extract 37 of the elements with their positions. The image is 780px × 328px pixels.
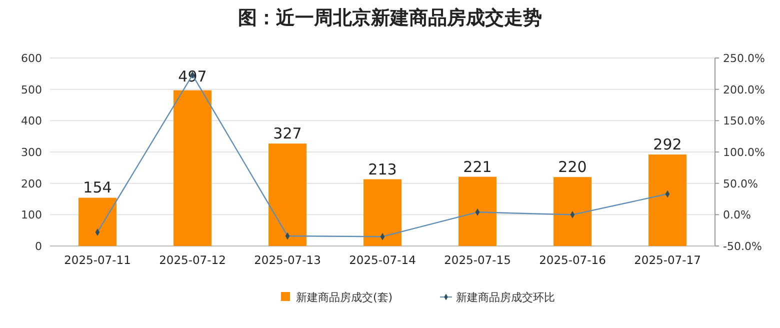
- bar: [648, 154, 686, 246]
- legend-label: 新建商品房成交环比: [456, 291, 555, 304]
- x-tick-label: 2025-07-17: [634, 253, 701, 267]
- data-label: 221: [463, 158, 492, 176]
- y-tick-label: 100: [21, 208, 42, 222]
- bar: [458, 176, 496, 246]
- data-label: 154: [83, 178, 112, 197]
- y2-tick-label: -50.0%: [723, 240, 762, 253]
- y2-tick-label: 150.0%: [723, 114, 765, 128]
- x-tick-label: 2025-07-14: [349, 253, 416, 267]
- y2-tick-label: 100.0%: [723, 146, 765, 159]
- bar: [268, 144, 306, 246]
- x-tick-label: 2025-07-15: [444, 253, 511, 267]
- y-tick-label: 500: [21, 83, 42, 96]
- data-label: 292: [653, 136, 682, 154]
- y2-tick-label: 50.0%: [723, 177, 758, 190]
- x-tick-label: 2025-07-16: [539, 253, 606, 267]
- bar: [364, 179, 402, 246]
- y-tick-label: 300: [21, 146, 42, 159]
- x-tick-label: 2025-07-12: [159, 253, 226, 267]
- bar: [174, 90, 212, 246]
- y-tick-label: 400: [21, 114, 42, 128]
- y-tick-label: 0: [35, 240, 42, 253]
- legend-label: 新建商品房成交(套): [296, 291, 393, 304]
- bar: [78, 198, 116, 246]
- data-label: 220: [558, 158, 587, 176]
- chart-title: 图：近一周北京新建商品房成交走势: [238, 7, 542, 29]
- x-tick-label: 2025-07-13: [254, 253, 321, 267]
- y2-tick-label: 250.0%: [723, 52, 765, 65]
- data-label: 327: [273, 124, 302, 143]
- y-tick-label: 200: [21, 177, 42, 190]
- bar: [554, 177, 592, 246]
- y2-tick-label: 0.0%: [723, 208, 751, 222]
- data-label: 213: [368, 160, 397, 178]
- x-tick-label: 2025-07-11: [64, 253, 131, 267]
- y2-tick-label: 200.0%: [723, 83, 765, 96]
- y-tick-label: 600: [21, 52, 42, 65]
